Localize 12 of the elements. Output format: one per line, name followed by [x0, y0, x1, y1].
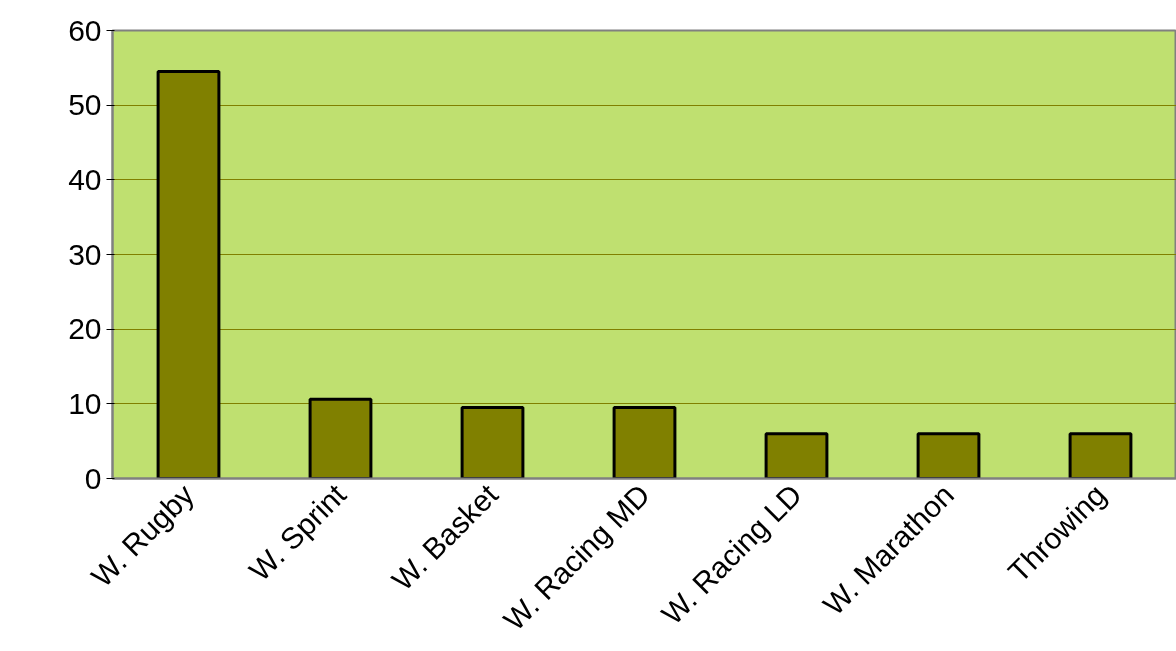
y-tick-label: 40 [68, 162, 102, 196]
bar [1068, 432, 1133, 479]
y-tick-label: 0 [84, 461, 102, 495]
bar [764, 432, 829, 479]
y-tick-label: 60 [68, 13, 102, 47]
y-tick-label: 10 [68, 386, 102, 420]
bar [916, 432, 981, 479]
y-tick-label: 20 [68, 312, 102, 346]
bar [612, 406, 677, 479]
bar [460, 406, 525, 479]
y-tick-label: 50 [68, 88, 102, 122]
y-tick-label: 30 [68, 237, 102, 271]
